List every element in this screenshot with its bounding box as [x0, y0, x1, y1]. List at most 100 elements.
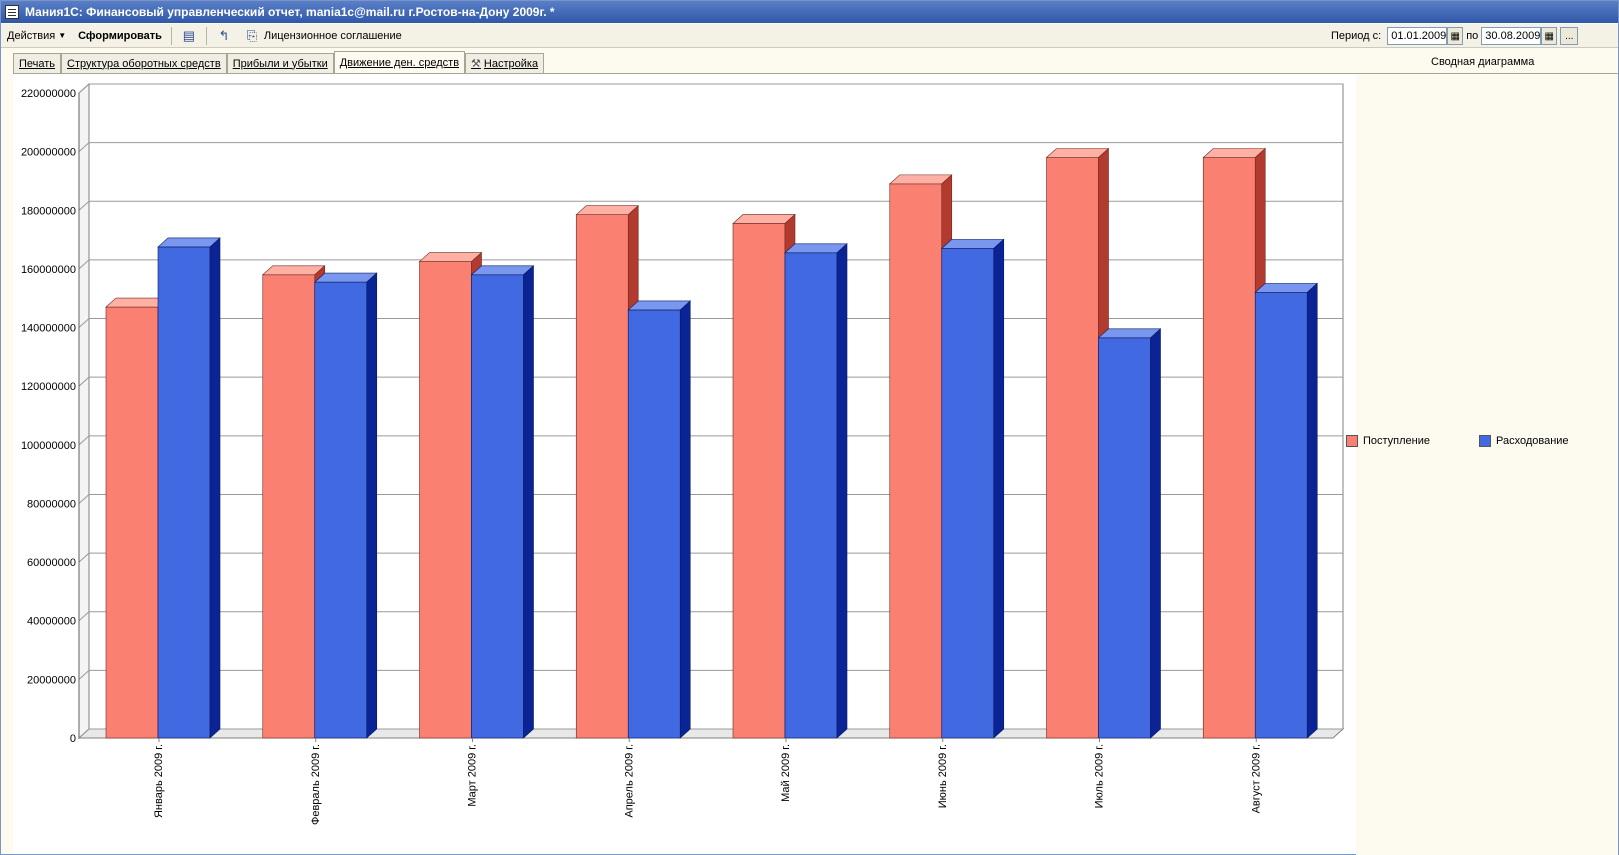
bar-top	[888, 174, 953, 185]
gridline-side	[78, 611, 90, 622]
bar-side	[366, 272, 378, 739]
bar	[262, 274, 316, 739]
y-tick-label: 220000000	[21, 88, 76, 100]
tab-bar: Печать Структура оборотных средств Прибы…	[13, 51, 545, 73]
bar-side	[209, 237, 221, 739]
bar-top	[313, 272, 378, 283]
actions-menu[interactable]: Действия ▼	[1, 25, 72, 47]
bar-side	[1306, 282, 1318, 739]
tab-label: Структура оборотных средств	[67, 57, 221, 70]
bar	[157, 246, 211, 739]
legend-swatch	[1479, 435, 1491, 447]
bar-side	[993, 238, 1005, 739]
period-selector: Период с: 01.01.2009 ▦ по 30.08.2009 ▦ .…	[1331, 27, 1579, 45]
bar	[1202, 157, 1256, 739]
toolbar-separator	[205, 26, 207, 45]
bar	[889, 183, 943, 739]
bar-top	[575, 205, 640, 215]
tab-label: Движение ден. средств	[339, 56, 460, 69]
bar-top	[940, 239, 1005, 249]
legend-item-expense: Расходование	[1479, 435, 1569, 447]
bar	[105, 306, 159, 739]
chart-panel: 0 20000000 40000000 60000000 80000000 1000000…	[13, 73, 1618, 855]
bar	[784, 252, 838, 739]
bar	[419, 261, 472, 739]
x-tick-label: Апрель 2009 г.	[623, 744, 635, 818]
tab-working-capital[interactable]: Структура оборотных средств	[61, 53, 227, 73]
bar-top	[157, 237, 221, 248]
bar-top	[627, 300, 692, 311]
document-arrow-icon: ⎘	[246, 27, 258, 43]
bar-top	[1097, 328, 1162, 339]
legend-label: Поступление	[1363, 435, 1431, 447]
bar-top	[1045, 148, 1110, 158]
bar	[1046, 157, 1099, 739]
tab-cash-flow[interactable]: Движение ден. средств	[333, 51, 466, 73]
x-tick-label: Июль 2009 г.	[1094, 744, 1106, 808]
generate-button[interactable]: Сформировать	[78, 29, 162, 42]
x-tick-label: Январь 2009 г.	[153, 744, 165, 818]
legend-item-income: Поступление	[1346, 435, 1430, 447]
gridline-side	[78, 494, 90, 504]
period-more-button[interactable]: ...	[1560, 27, 1579, 45]
y-tick-label: 140000000	[21, 323, 76, 335]
calendar-icon[interactable]: ▦	[1447, 27, 1464, 45]
title-bar: Мания1С: Финансовый управленческий отчет…	[1, 1, 1618, 23]
bar	[575, 214, 629, 739]
legend-label: Расходование	[1496, 435, 1569, 447]
bar	[1098, 337, 1151, 739]
period-to-field[interactable]: 30.08.2009	[1481, 27, 1542, 45]
bar-side	[1150, 328, 1161, 739]
period-to-label: по	[1466, 30, 1479, 42]
bar	[1254, 292, 1308, 739]
document-settings-icon: ▤	[182, 27, 196, 43]
undo-button[interactable]: ↰	[210, 25, 238, 47]
tab-label: Печать	[19, 57, 56, 70]
y-tick-label: 180000000	[21, 205, 76, 217]
bar	[627, 309, 681, 739]
bar-top	[261, 265, 326, 276]
bar-side	[523, 265, 534, 739]
toolbar: Действия ▼ Сформировать ▤ ↰ ⎘ Лицензионн…	[1, 24, 1618, 48]
calendar-icon[interactable]: ▦	[1541, 27, 1558, 45]
gridline-side	[78, 318, 90, 328]
bar	[941, 248, 995, 739]
tab-label: Настройка	[483, 57, 539, 70]
wrench-icon: ⚒	[471, 58, 481, 70]
bar	[471, 274, 524, 739]
period-from-label: Период с:	[1331, 30, 1382, 42]
gridline-side	[78, 259, 90, 270]
gridline-side	[78, 435, 90, 446]
chart-side-wall	[78, 82, 90, 740]
license-button[interactable]: ⎘ Лицензионное соглашение	[238, 25, 408, 47]
bar-top	[1254, 283, 1319, 293]
y-tick-label: 100000000	[21, 440, 76, 452]
bar-side	[679, 300, 691, 739]
bar	[732, 223, 786, 739]
y-tick-label: 40000000	[27, 616, 76, 628]
gridline-side	[78, 200, 90, 211]
license-label: Лицензионное соглашение	[263, 29, 402, 42]
bar-top	[732, 214, 796, 224]
x-tick-label: Май 2009 г.	[780, 744, 792, 802]
gridline-side	[78, 669, 90, 680]
y-tick-label: 200000000	[21, 147, 76, 159]
print-settings-button[interactable]: ▤	[175, 25, 203, 47]
y-tick-label: 160000000	[21, 264, 76, 276]
bar-top	[470, 265, 535, 276]
y-tick-label: 120000000	[21, 381, 76, 393]
x-tick-label: Февраль 2009 г.	[310, 744, 322, 825]
bar-top	[1202, 148, 1267, 158]
bar-top	[784, 243, 848, 254]
bar	[314, 281, 368, 739]
gridline-side	[78, 552, 90, 563]
x-tick-label: Июнь 2009 г.	[937, 744, 949, 808]
tab-print[interactable]: Печать	[13, 53, 62, 73]
tab-settings[interactable]: ⚒ Настройка	[465, 53, 545, 73]
y-tick-label: 0	[70, 733, 76, 745]
period-from-field[interactable]: 01.01.2009	[1387, 27, 1448, 45]
document-icon	[5, 5, 19, 19]
legend-swatch	[1346, 435, 1358, 447]
tab-profit-loss[interactable]: Прибыли и убытки	[226, 53, 334, 73]
dropdown-arrow-icon: ▼	[58, 31, 67, 40]
